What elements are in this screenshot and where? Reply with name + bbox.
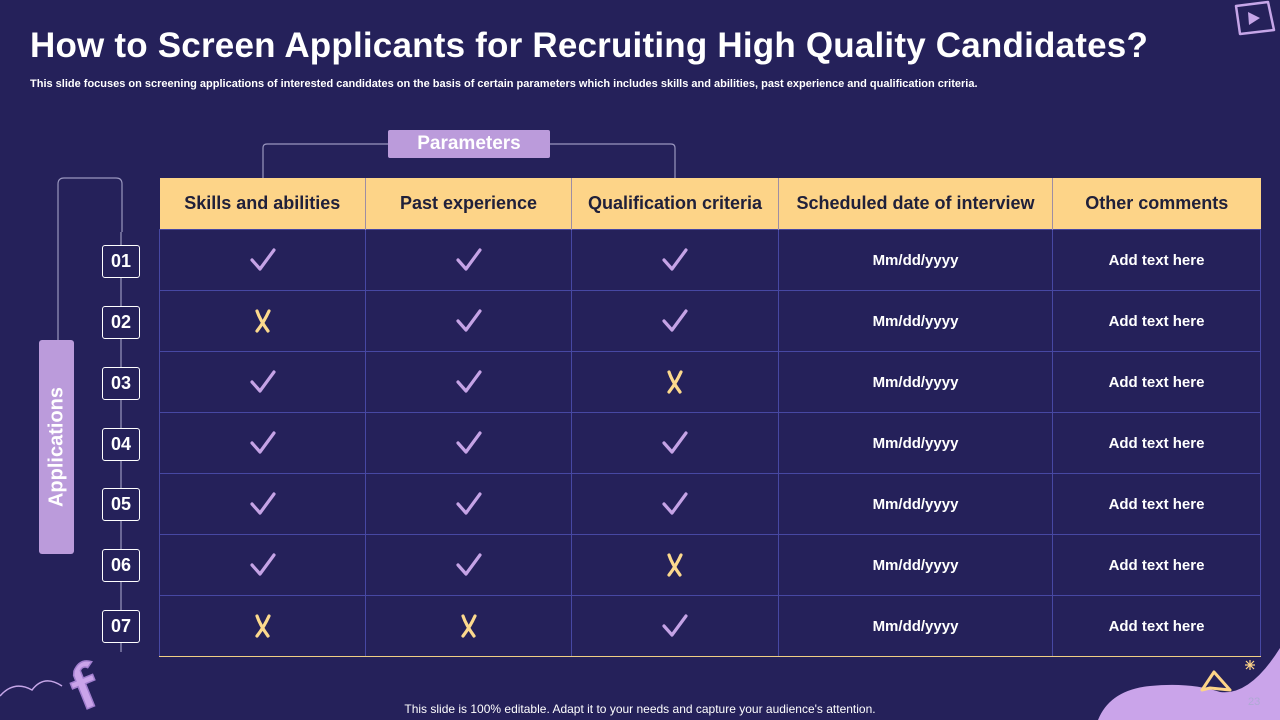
row-number-07: 07 bbox=[102, 610, 140, 643]
cell-experience bbox=[365, 595, 572, 657]
cell-skills bbox=[159, 229, 366, 291]
check-mark-icon bbox=[662, 431, 688, 454]
screening-table: Skills and abilities Past experience Qua… bbox=[159, 178, 1261, 657]
column-header-comments: Other comments bbox=[1052, 178, 1261, 230]
slide-title: How to Screen Applicants for Recruiting … bbox=[30, 26, 1149, 65]
cell-skills bbox=[159, 473, 366, 535]
cell-qualification bbox=[571, 595, 779, 657]
cell-skills bbox=[159, 412, 366, 474]
applications-bracket bbox=[57, 177, 123, 342]
table-header-row: Skills and abilities Past experience Qua… bbox=[159, 178, 1261, 230]
footer-note: This slide is 100% editable. Adapt it to… bbox=[404, 702, 876, 716]
cross-mark-icon bbox=[254, 614, 271, 638]
decorative-corner-wave-icon bbox=[1098, 648, 1280, 720]
check-mark-icon bbox=[249, 431, 276, 454]
applications-text: Applications bbox=[45, 386, 67, 508]
cell-experience bbox=[365, 229, 572, 291]
table-row: Mm/dd/yyyy Add text here bbox=[159, 290, 1261, 352]
cross-mark-icon bbox=[667, 553, 683, 577]
check-mark-icon bbox=[662, 492, 688, 515]
check-mark-icon bbox=[455, 431, 482, 454]
check-mark-icon bbox=[249, 248, 276, 271]
cell-comments: Add text here bbox=[1052, 290, 1261, 352]
cell-comments: Add text here bbox=[1052, 473, 1261, 535]
cell-experience bbox=[365, 351, 572, 413]
cell-qualification bbox=[571, 412, 779, 474]
table-row: Mm/dd/yyyy Add text here bbox=[159, 595, 1261, 657]
decorative-cloud-letter-icon bbox=[0, 660, 96, 710]
cell-interview-date: Mm/dd/yyyy bbox=[778, 290, 1053, 352]
row-number-05: 05 bbox=[102, 488, 140, 521]
cell-skills bbox=[159, 534, 366, 596]
column-header-experience: Past experience bbox=[365, 178, 572, 230]
check-mark-icon bbox=[249, 370, 276, 393]
cross-mark-icon bbox=[254, 309, 271, 333]
applications-label: Applications bbox=[39, 340, 74, 554]
cell-qualification bbox=[571, 473, 779, 535]
cell-skills bbox=[159, 290, 366, 352]
row-number-01: 01 bbox=[102, 245, 140, 278]
cross-mark-icon bbox=[667, 370, 683, 394]
check-mark-icon bbox=[249, 553, 276, 576]
column-header-skills: Skills and abilities bbox=[159, 178, 366, 230]
column-header-interview-date: Scheduled date of interview bbox=[778, 178, 1053, 230]
cell-interview-date: Mm/dd/yyyy bbox=[778, 351, 1053, 413]
table-row: Mm/dd/yyyy Add text here bbox=[159, 412, 1261, 474]
cell-qualification bbox=[571, 229, 779, 291]
cell-experience bbox=[365, 290, 572, 352]
cell-interview-date: Mm/dd/yyyy bbox=[778, 534, 1053, 596]
cell-skills bbox=[159, 595, 366, 657]
check-mark-icon bbox=[455, 309, 482, 332]
parameters-bracket bbox=[262, 143, 676, 181]
cell-qualification bbox=[571, 351, 779, 413]
row-number-02: 02 bbox=[102, 306, 140, 339]
cell-interview-date: Mm/dd/yyyy bbox=[778, 229, 1053, 291]
row-number-03: 03 bbox=[102, 367, 140, 400]
check-mark-icon bbox=[662, 614, 688, 637]
check-mark-icon bbox=[455, 248, 482, 271]
table-row: Mm/dd/yyyy Add text here bbox=[159, 473, 1261, 535]
page-number: 23 bbox=[1248, 696, 1261, 708]
cell-experience bbox=[365, 473, 572, 535]
parameters-label: Parameters bbox=[388, 130, 550, 158]
row-number-06: 06 bbox=[102, 549, 140, 582]
slide-subtitle: This slide focuses on screening applicat… bbox=[30, 78, 978, 90]
cell-interview-date: Mm/dd/yyyy bbox=[778, 595, 1053, 657]
table-row: Mm/dd/yyyy Add text here bbox=[159, 534, 1261, 596]
check-mark-icon bbox=[455, 492, 482, 515]
check-mark-icon bbox=[249, 492, 276, 515]
cell-qualification bbox=[571, 290, 779, 352]
cell-comments: Add text here bbox=[1052, 412, 1261, 474]
column-header-qualification: Qualification criteria bbox=[571, 178, 779, 230]
cell-skills bbox=[159, 351, 366, 413]
cell-experience bbox=[365, 534, 572, 596]
check-mark-icon bbox=[455, 370, 482, 393]
cell-comments: Add text here bbox=[1052, 534, 1261, 596]
row-number-04: 04 bbox=[102, 428, 140, 461]
cell-interview-date: Mm/dd/yyyy bbox=[778, 473, 1053, 535]
check-mark-icon bbox=[662, 248, 688, 271]
table-row: Mm/dd/yyyy Add text here bbox=[159, 351, 1261, 413]
cell-comments: Add text here bbox=[1052, 351, 1261, 413]
cell-interview-date: Mm/dd/yyyy bbox=[778, 412, 1053, 474]
check-mark-icon bbox=[662, 309, 688, 332]
table-row: Mm/dd/yyyy Add text here bbox=[159, 229, 1261, 291]
cell-comments: Add text here bbox=[1052, 595, 1261, 657]
check-mark-icon bbox=[455, 553, 482, 576]
cross-mark-icon bbox=[460, 614, 477, 638]
cell-experience bbox=[365, 412, 572, 474]
cell-qualification bbox=[571, 534, 779, 596]
cell-comments: Add text here bbox=[1052, 229, 1261, 291]
video-play-icon bbox=[1234, 0, 1276, 36]
